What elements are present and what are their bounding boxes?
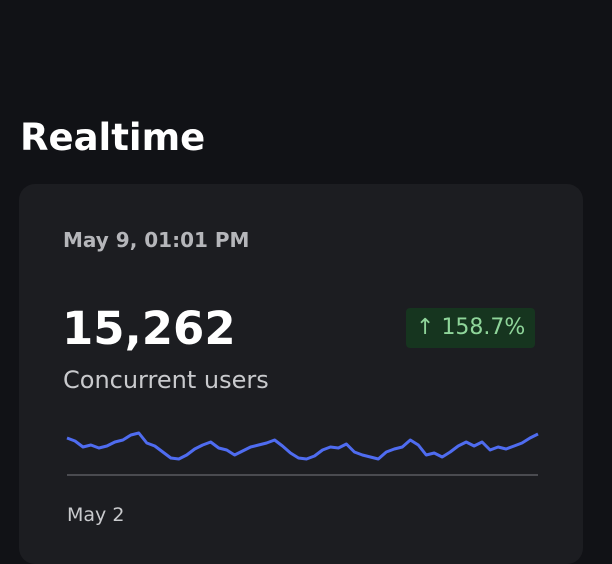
page-title: Realtime [20,116,206,159]
realtime-card[interactable]: May 9, 01:01 PM 15,262 Concurrent users … [19,184,583,564]
change-value: 158.7% [441,315,526,340]
page: Realtime May 9, 01:01 PM 15,262 Concurre… [19,116,583,564]
change-badge: ↑ 158.7% [406,308,536,348]
user-count: 15,262 [62,302,236,355]
x-label: May 2 [67,504,125,526]
count-label: Concurrent users [63,366,269,394]
card-date: May 9, 01:01 PM [63,228,250,252]
sparkline-line [66,431,539,461]
sparkline [66,431,539,476]
